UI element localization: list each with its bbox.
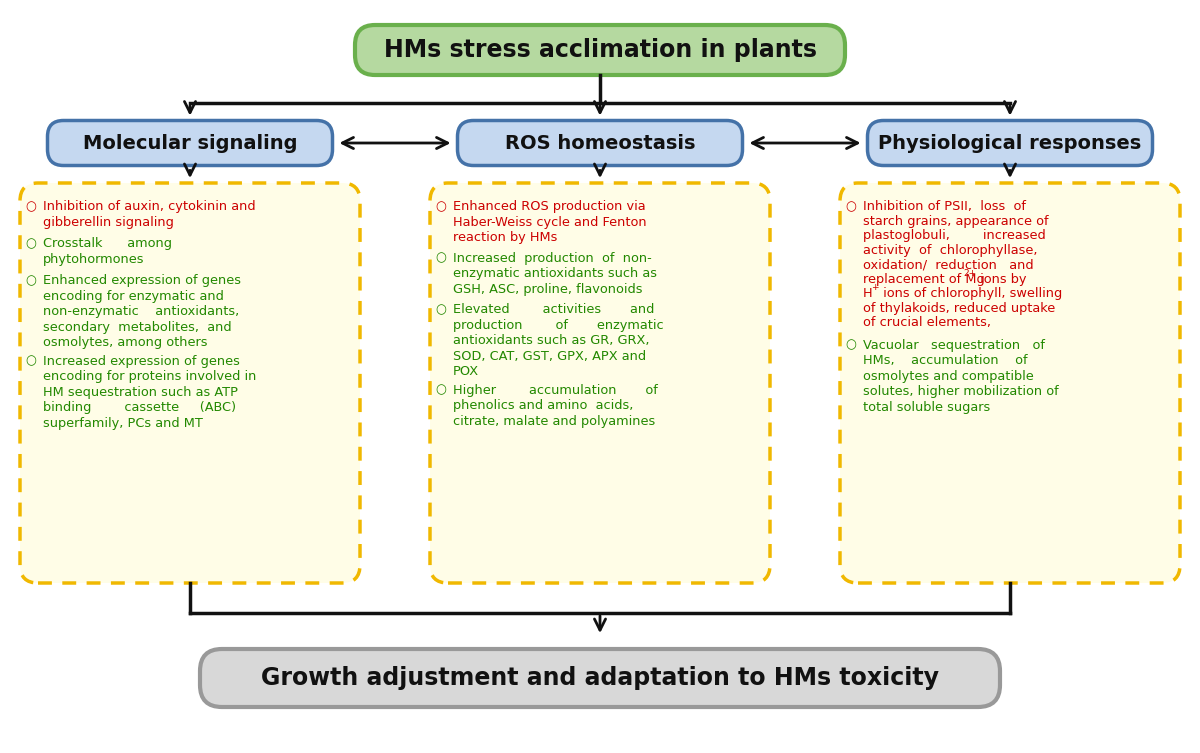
Text: ions by: ions by (976, 273, 1026, 285)
Text: Molecular signaling: Molecular signaling (83, 133, 298, 153)
Text: ○: ○ (845, 200, 856, 213)
Text: activity  of  chlorophyllase,: activity of chlorophyllase, (863, 243, 1038, 257)
FancyBboxPatch shape (355, 25, 845, 75)
Text: replacement of Mg: replacement of Mg (863, 273, 985, 285)
Text: ○: ○ (25, 200, 36, 213)
Text: HMs stress acclimation in plants: HMs stress acclimation in plants (384, 38, 816, 62)
Text: 2+: 2+ (964, 269, 976, 278)
FancyBboxPatch shape (48, 120, 332, 166)
Text: of crucial elements,: of crucial elements, (863, 316, 991, 329)
FancyBboxPatch shape (840, 183, 1180, 583)
Text: Physiological responses: Physiological responses (878, 133, 1141, 153)
Text: Inhibition of auxin, cytokinin and
gibberellin signaling: Inhibition of auxin, cytokinin and gibbe… (43, 200, 256, 228)
Text: ○: ○ (436, 303, 446, 316)
Text: H: H (863, 287, 872, 300)
Text: ○: ○ (436, 383, 446, 397)
Text: Crosstalk      among
phytohormones: Crosstalk among phytohormones (43, 237, 172, 266)
Text: ions of chlorophyll, swelling: ions of chlorophyll, swelling (878, 287, 1062, 300)
Text: Increased expression of genes
encoding for proteins involved in
HM sequestration: Increased expression of genes encoding f… (43, 355, 257, 429)
FancyBboxPatch shape (457, 120, 743, 166)
Text: Vacuolar   sequestration   of
HMs,    accumulation    of
osmolytes and compatibl: Vacuolar sequestration of HMs, accumulat… (863, 339, 1058, 413)
Text: ○: ○ (436, 200, 446, 213)
Text: +: + (871, 283, 878, 292)
Text: Growth adjustment and adaptation to HMs toxicity: Growth adjustment and adaptation to HMs … (262, 666, 940, 690)
FancyBboxPatch shape (868, 120, 1152, 166)
Text: Enhanced ROS production via
Haber-Weiss cycle and Fenton
reaction by HMs: Enhanced ROS production via Haber-Weiss … (454, 200, 647, 244)
Text: plastoglobuli,        increased: plastoglobuli, increased (863, 229, 1045, 242)
Text: ○: ○ (25, 355, 36, 367)
FancyBboxPatch shape (430, 183, 770, 583)
Text: Higher        accumulation       of
phenolics and amino  acids,
citrate, malate : Higher accumulation of phenolics and ami… (454, 383, 658, 428)
Text: Increased  production  of  non-
enzymatic antioxidants such as
GSH, ASC, proline: Increased production of non- enzymatic a… (454, 252, 658, 295)
FancyBboxPatch shape (200, 649, 1000, 707)
Text: of thylakoids, reduced uptake: of thylakoids, reduced uptake (863, 301, 1055, 315)
Text: starch grains, appearance of: starch grains, appearance of (863, 215, 1049, 227)
FancyBboxPatch shape (20, 183, 360, 583)
Text: Elevated        activities       and
production        of       enzymatic
antiox: Elevated activities and production of en… (454, 303, 664, 378)
Text: ○: ○ (436, 252, 446, 264)
Text: ○: ○ (25, 237, 36, 250)
Text: ○: ○ (25, 274, 36, 287)
Text: Inhibition of PSII,  loss  of: Inhibition of PSII, loss of (863, 200, 1026, 213)
Text: ○: ○ (845, 339, 856, 352)
Text: Enhanced expression of genes
encoding for enzymatic and
non-enzymatic    antioxi: Enhanced expression of genes encoding fo… (43, 274, 241, 349)
Text: ROS homeostasis: ROS homeostasis (505, 133, 695, 153)
Text: oxidation/  reduction   and: oxidation/ reduction and (863, 258, 1033, 271)
